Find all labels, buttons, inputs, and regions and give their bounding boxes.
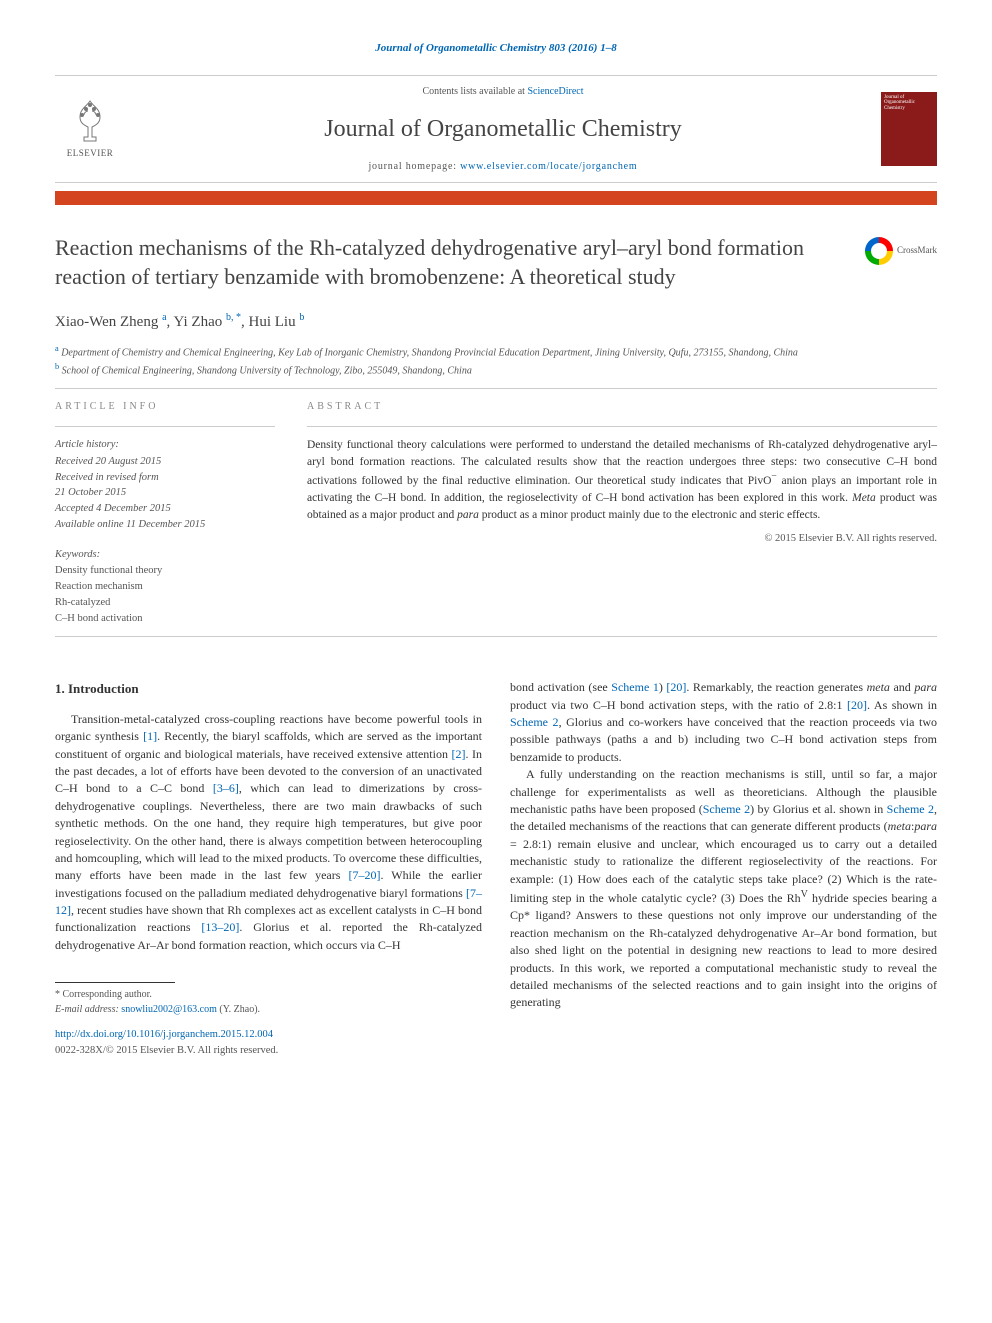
journal-homepage-line: journal homepage: www.elsevier.com/locat… xyxy=(125,159,881,174)
ref-link-7-20[interactable]: [7–20] xyxy=(348,868,380,882)
affil-a-text: Department of Chemistry and Chemical Eng… xyxy=(59,348,798,359)
divider-red-bar xyxy=(55,191,937,205)
cover-line-3: Chemistry xyxy=(884,106,934,112)
sciencedirect-link[interactable]: ScienceDirect xyxy=(527,86,583,97)
abstract-label: ABSTRACT xyxy=(307,399,937,414)
ref-link-13-20[interactable]: [13–20] xyxy=(201,920,239,934)
abstract-em-para: para xyxy=(457,509,479,521)
em-para-2: para xyxy=(914,680,937,694)
keyword-1: Density functional theory xyxy=(55,563,275,579)
history-heading: Article history: xyxy=(55,437,275,453)
em-meta-2: meta xyxy=(867,680,890,694)
history-revised-1: Received in revised form xyxy=(55,470,275,486)
issn-copyright-line: 0022-328X/© 2015 Elsevier B.V. All right… xyxy=(55,1043,937,1059)
em-meta-3: meta xyxy=(888,819,911,833)
abstract-column: ABSTRACT Density functional theory calcu… xyxy=(307,399,937,626)
journal-cover-thumbnail: Journal of Organometallic Chemistry xyxy=(881,92,937,166)
scheme-2-link-b[interactable]: Scheme 2 xyxy=(703,802,750,816)
footnote-separator xyxy=(55,982,175,983)
crossmark-label: CrossMark xyxy=(897,244,937,258)
scheme-1-link[interactable]: Scheme 1 xyxy=(611,680,659,694)
author-1-affil-sup: a xyxy=(162,312,166,323)
intro-paragraph-1: Transition-metal-catalyzed cross-couplin… xyxy=(55,711,482,954)
p2-seg-f: hydride species bearing a Cp* ligand? An… xyxy=(510,891,937,1009)
abstract-copyright: © 2015 Elsevier B.V. All rights reserved… xyxy=(307,531,937,547)
history-online: Available online 11 December 2015 xyxy=(55,517,275,533)
corresponding-author-name: (Y. Zhao). xyxy=(217,1004,260,1015)
ref-link-2[interactable]: [2] xyxy=(451,747,465,761)
ref-link-20b[interactable]: [20] xyxy=(847,698,867,712)
affiliations-block: a Department of Chemistry and Chemical E… xyxy=(55,343,937,378)
abstract-text: Density functional theory calculations w… xyxy=(307,437,937,523)
elsevier-tree-icon xyxy=(66,97,114,145)
history-accepted: Accepted 4 December 2015 xyxy=(55,501,275,517)
author-3-name: Hui Liu xyxy=(249,314,296,330)
journal-homepage-link[interactable]: www.elsevier.com/locate/jorganchem xyxy=(460,161,637,172)
article-info-column: ARTICLE INFO Article history: Received 2… xyxy=(55,399,275,626)
homepage-prefix: journal homepage: xyxy=(368,161,460,172)
author-2-name: Yi Zhao xyxy=(174,314,223,330)
p1c-seg-d: and xyxy=(890,680,914,694)
p1c-seg-g: , Glorius and co-workers have conceived … xyxy=(510,715,937,764)
elsevier-wordmark: ELSEVIER xyxy=(67,147,114,161)
p1c-seg-e: product via two C–H bond activation step… xyxy=(510,698,847,712)
footnote-block: * Corresponding author. E-mail address: … xyxy=(55,982,482,1017)
body-column-right: bond activation (see Scheme 1) [20]. Rem… xyxy=(510,679,937,1017)
journal-title: Journal of Organometallic Chemistry xyxy=(125,111,881,147)
journal-masthead: ELSEVIER Contents lists available at Sci… xyxy=(55,75,937,183)
email-label: E-mail address: xyxy=(55,1004,119,1015)
ref-link-3-6[interactable]: [3–6] xyxy=(213,781,239,795)
p1c-seg-f: . As shown in xyxy=(867,698,937,712)
abstract-em-meta: Meta xyxy=(852,492,876,504)
ref-link-20a[interactable]: [20] xyxy=(666,680,686,694)
history-revised-2: 21 October 2015 xyxy=(55,485,275,501)
divider-abstract xyxy=(307,426,937,427)
keywords-heading: Keywords: xyxy=(55,547,275,563)
affil-b-text: School of Chemical Engineering, Shandong… xyxy=(59,365,472,376)
divider-info xyxy=(55,426,275,427)
divider-horizontal-2 xyxy=(55,636,937,637)
p2-seg-b: ) by Glorius et al. shown in xyxy=(750,802,887,816)
doi-link[interactable]: http://dx.doi.org/10.1016/j.jorganchem.2… xyxy=(55,1027,937,1043)
keyword-2: Reaction mechanism xyxy=(55,579,275,595)
corresponding-email-link[interactable]: snowliu2002@163.com xyxy=(121,1004,217,1015)
em-para-3: para xyxy=(914,819,937,833)
author-1-name: Xiao-Wen Zheng xyxy=(55,314,158,330)
author-3-affil-sup: b xyxy=(299,312,304,323)
running-header-citation: Journal of Organometallic Chemistry 803 … xyxy=(55,40,937,57)
p1c-seg-a: bond activation (see xyxy=(510,680,611,694)
contents-list-line: Contents lists available at ScienceDirec… xyxy=(125,84,881,99)
section-heading-introduction: 1. Introduction xyxy=(55,679,482,699)
intro-paragraph-2: A fully understanding on the reaction me… xyxy=(510,766,937,1011)
ref-link-1[interactable]: [1] xyxy=(143,729,157,743)
corresponding-author-label: * Corresponding author. xyxy=(55,987,482,1002)
scheme-2-link-c[interactable]: Scheme 2 xyxy=(887,802,934,816)
body-two-column: 1. Introduction Transition-metal-catalyz… xyxy=(55,679,937,1017)
author-2-affil-sup: b, * xyxy=(226,312,241,323)
sup-roman-v: V xyxy=(801,889,808,900)
divider-horizontal xyxy=(55,388,937,389)
article-info-label: ARTICLE INFO xyxy=(55,399,275,414)
article-title: Reaction mechanisms of the Rh-catalyzed … xyxy=(55,233,937,292)
intro-paragraph-1-cont: bond activation (see Scheme 1) [20]. Rem… xyxy=(510,679,937,766)
crossmark-icon xyxy=(865,237,893,265)
scheme-2-link-a[interactable]: Scheme 2 xyxy=(510,715,559,729)
abstract-seg-4: product as a minor product mainly due to… xyxy=(479,509,820,521)
body-column-left: 1. Introduction Transition-metal-catalyz… xyxy=(55,679,482,1017)
contents-list-prefix: Contents lists available at xyxy=(422,86,527,97)
elsevier-logo: ELSEVIER xyxy=(55,97,125,161)
p1c-seg-c: . Remarkably, the reaction generates xyxy=(686,680,866,694)
keyword-3: Rh-catalyzed xyxy=(55,595,275,611)
keyword-4: C–H bond activation xyxy=(55,611,275,627)
author-list: Xiao-Wen Zheng a, Yi Zhao b, *, Hui Liu … xyxy=(55,310,937,334)
crossmark-badge[interactable]: CrossMark xyxy=(865,237,937,265)
history-received: Received 20 August 2015 xyxy=(55,454,275,470)
